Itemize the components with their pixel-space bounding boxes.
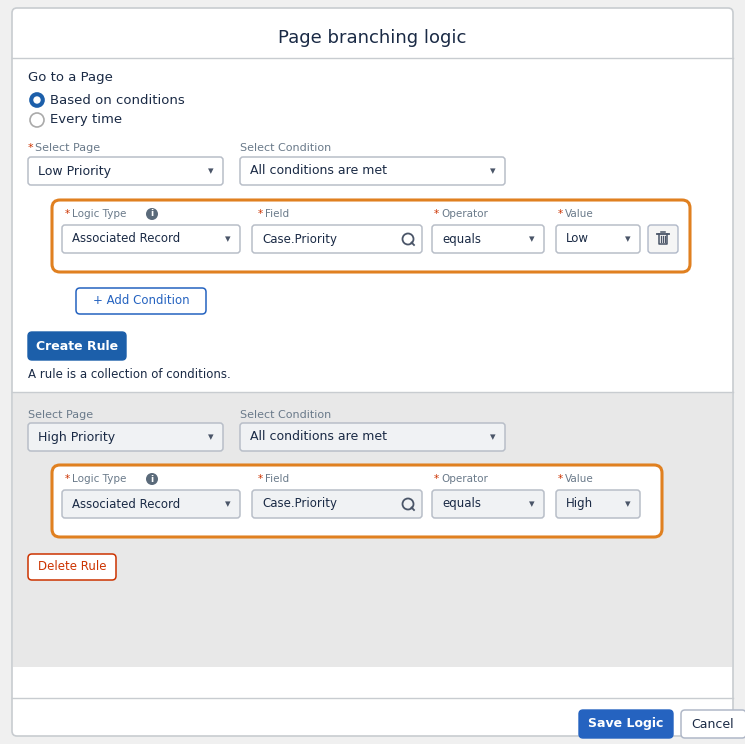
Text: equals: equals — [442, 498, 481, 510]
Text: Operator: Operator — [441, 209, 488, 219]
Text: Field: Field — [265, 209, 289, 219]
Text: *: * — [434, 474, 439, 484]
Text: Select Page: Select Page — [28, 410, 93, 420]
FancyBboxPatch shape — [28, 332, 126, 360]
FancyBboxPatch shape — [52, 465, 662, 537]
Text: i: i — [150, 210, 153, 219]
FancyBboxPatch shape — [76, 288, 206, 314]
FancyBboxPatch shape — [579, 710, 673, 738]
Text: Value: Value — [565, 474, 594, 484]
Text: Logic Type: Logic Type — [72, 209, 127, 219]
Text: Based on conditions: Based on conditions — [50, 94, 185, 106]
Text: + Add Condition: + Add Condition — [92, 295, 189, 307]
Text: *: * — [434, 209, 439, 219]
Text: ▾: ▾ — [490, 432, 496, 442]
FancyBboxPatch shape — [240, 423, 505, 451]
Text: *: * — [258, 474, 263, 484]
Text: Select Condition: Select Condition — [240, 410, 332, 420]
Circle shape — [30, 93, 44, 107]
Text: ▾: ▾ — [625, 499, 631, 509]
Text: *: * — [65, 209, 70, 219]
Text: *: * — [28, 143, 34, 153]
Text: ▾: ▾ — [225, 234, 231, 244]
Text: Associated Record: Associated Record — [72, 498, 180, 510]
FancyBboxPatch shape — [62, 225, 240, 253]
FancyBboxPatch shape — [432, 490, 544, 518]
Text: ▾: ▾ — [225, 499, 231, 509]
Text: Go to a Page: Go to a Page — [28, 71, 113, 85]
FancyBboxPatch shape — [12, 8, 733, 736]
Text: Case.Priority: Case.Priority — [262, 232, 337, 246]
Text: Page branching logic: Page branching logic — [278, 29, 466, 47]
Text: Value: Value — [565, 209, 594, 219]
Text: *: * — [65, 474, 70, 484]
Text: Select Page: Select Page — [35, 143, 100, 153]
FancyBboxPatch shape — [240, 157, 505, 185]
Text: Save Logic: Save Logic — [589, 717, 664, 731]
FancyBboxPatch shape — [252, 490, 422, 518]
FancyBboxPatch shape — [28, 554, 116, 580]
Text: *: * — [558, 209, 563, 219]
Text: equals: equals — [442, 232, 481, 246]
Text: A rule is a collection of conditions.: A rule is a collection of conditions. — [28, 368, 231, 380]
Text: Logic Type: Logic Type — [72, 474, 127, 484]
Text: Cancel: Cancel — [691, 717, 735, 731]
Text: ▾: ▾ — [208, 432, 214, 442]
Text: ▾: ▾ — [529, 499, 535, 509]
FancyBboxPatch shape — [681, 710, 745, 738]
Circle shape — [146, 473, 158, 485]
FancyBboxPatch shape — [28, 423, 223, 451]
Text: Low Priority: Low Priority — [38, 164, 111, 178]
FancyBboxPatch shape — [432, 225, 544, 253]
Text: All conditions are met: All conditions are met — [250, 431, 387, 443]
FancyBboxPatch shape — [28, 157, 223, 185]
Circle shape — [30, 113, 44, 127]
Text: *: * — [558, 474, 563, 484]
Text: Every time: Every time — [50, 114, 122, 126]
Text: ▾: ▾ — [208, 166, 214, 176]
Text: Associated Record: Associated Record — [72, 232, 180, 246]
Text: ▾: ▾ — [529, 234, 535, 244]
Text: All conditions are met: All conditions are met — [250, 164, 387, 178]
FancyBboxPatch shape — [52, 200, 690, 272]
FancyBboxPatch shape — [252, 225, 422, 253]
Text: Low: Low — [566, 232, 589, 246]
Text: Select Condition: Select Condition — [240, 143, 332, 153]
FancyBboxPatch shape — [648, 225, 678, 253]
FancyBboxPatch shape — [62, 490, 240, 518]
Text: *: * — [258, 209, 263, 219]
Text: i: i — [150, 475, 153, 484]
Bar — [13, 393, 732, 667]
Text: High: High — [566, 498, 593, 510]
Circle shape — [34, 97, 40, 103]
Circle shape — [146, 208, 158, 220]
FancyBboxPatch shape — [556, 490, 640, 518]
Text: Case.Priority: Case.Priority — [262, 498, 337, 510]
Text: Delete Rule: Delete Rule — [38, 560, 107, 574]
Text: Create Rule: Create Rule — [36, 339, 118, 353]
Text: ▾: ▾ — [490, 166, 496, 176]
FancyBboxPatch shape — [556, 225, 640, 253]
Text: Operator: Operator — [441, 474, 488, 484]
Text: High Priority: High Priority — [38, 431, 115, 443]
Text: ▾: ▾ — [625, 234, 631, 244]
Text: Field: Field — [265, 474, 289, 484]
